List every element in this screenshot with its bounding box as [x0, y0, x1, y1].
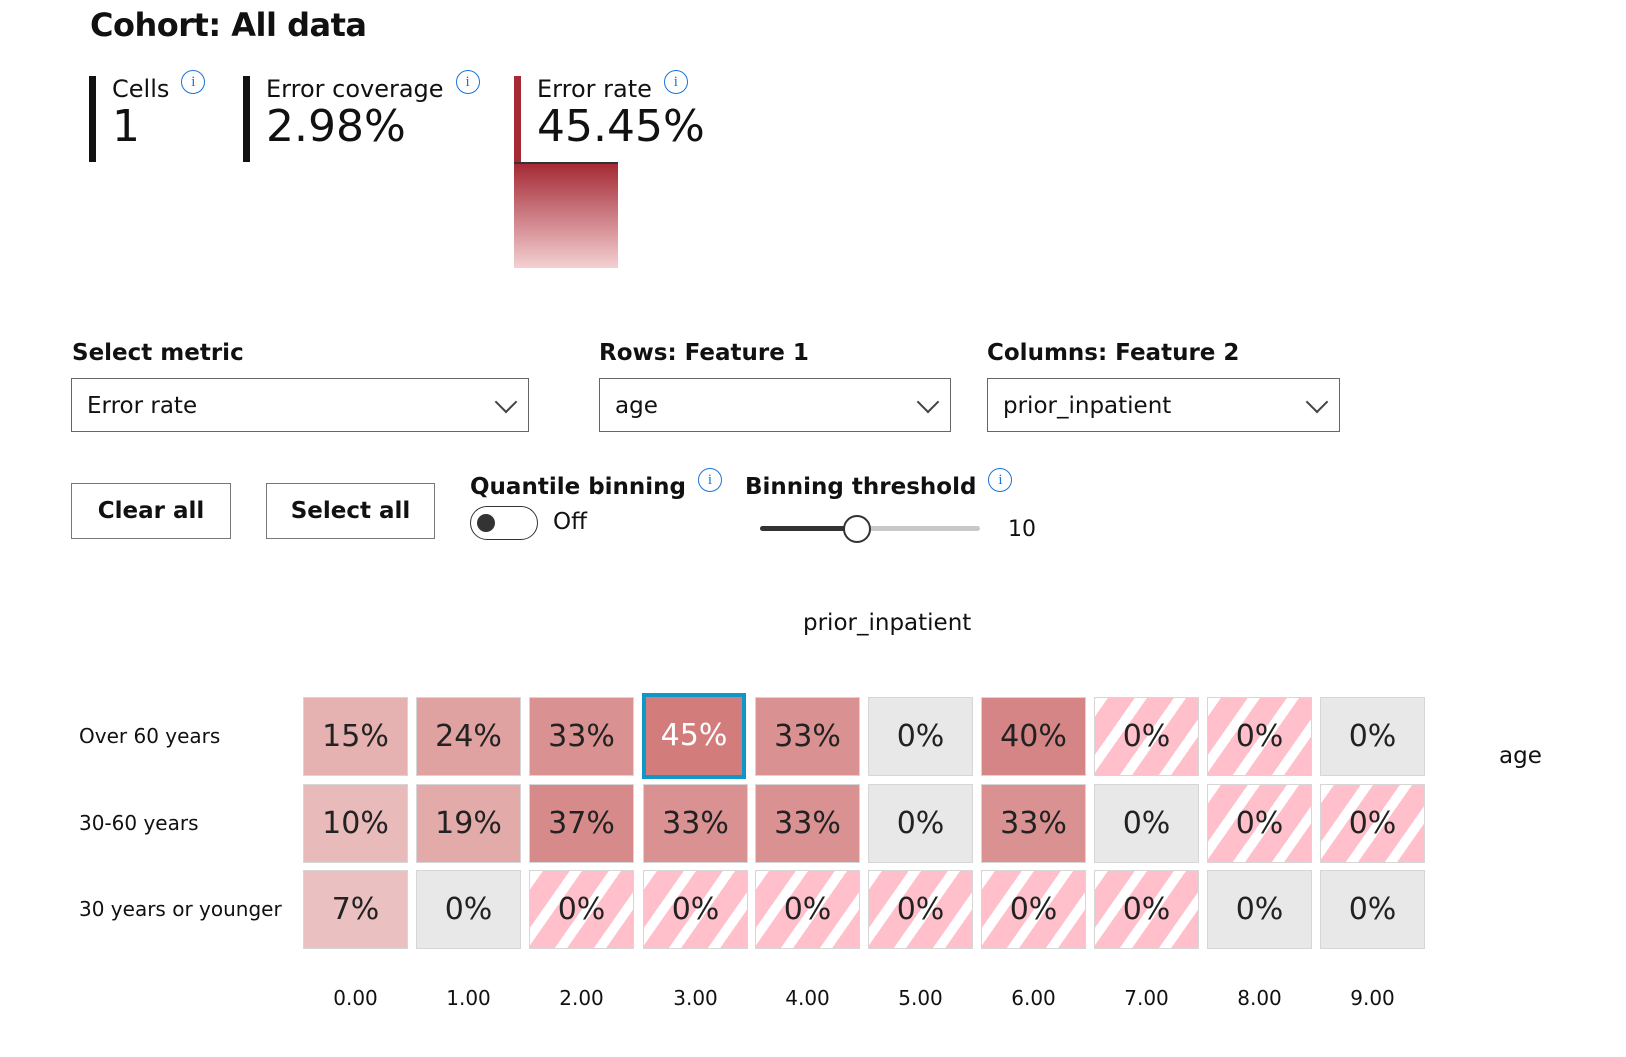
heatmap-cell[interactable]: 0% — [1094, 697, 1199, 776]
heatmap-cell[interactable]: 7% — [303, 870, 408, 949]
heatmap-cell[interactable]: 33% — [755, 784, 860, 863]
column-label: 4.00 — [785, 986, 830, 1010]
info-icon[interactable]: i — [181, 70, 206, 94]
metric-error-rate: Error rate i 45.45% — [514, 70, 705, 162]
heatmap-cell[interactable]: 0% — [1207, 870, 1312, 949]
column-label: 1.00 — [446, 986, 491, 1010]
heatmap-cell[interactable]: 40% — [981, 697, 1086, 776]
select-all-button[interactable]: Select all — [266, 483, 435, 539]
binning-threshold-value: 10 — [1008, 517, 1036, 542]
x-axis-title: prior_inpatient — [803, 610, 972, 636]
column-label: 6.00 — [1011, 986, 1056, 1010]
metric-cells: Cells i 1 — [89, 70, 206, 162]
quantile-binning-label: Quantile binning i — [470, 468, 723, 500]
binning-threshold-label: Binning threshold i — [745, 468, 1013, 500]
rows-feature-label: Rows: Feature 1 — [599, 340, 809, 366]
select-metric-label: Select metric — [72, 340, 244, 366]
heatmap-cell[interactable]: 0% — [1207, 697, 1312, 776]
heatmap-cell[interactable]: 33% — [981, 784, 1086, 863]
row-label: 30 years or younger — [79, 897, 282, 921]
row-label: 30-60 years — [79, 811, 199, 835]
heatmap-cell[interactable]: 45% — [642, 693, 746, 779]
clear-all-button[interactable]: Clear all — [71, 483, 231, 539]
rows-feature-dropdown[interactable]: age — [599, 378, 951, 432]
metric-label: Error coverage — [266, 75, 444, 103]
column-label: 5.00 — [898, 986, 943, 1010]
column-label: 3.00 — [673, 986, 718, 1010]
metric-value: 2.98% — [266, 101, 406, 152]
label-text: Binning threshold — [745, 474, 977, 500]
heatmap-cell[interactable]: 33% — [529, 697, 634, 776]
heatmap-cell[interactable]: 0% — [1320, 697, 1425, 776]
info-icon[interactable]: i — [988, 468, 1013, 492]
toggle-knob — [477, 514, 495, 532]
metric-label: Error rate — [537, 75, 652, 103]
heatmap-cell[interactable]: 37% — [529, 784, 634, 863]
heatmap-cell[interactable]: 0% — [1320, 870, 1425, 949]
heatmap-cell[interactable]: 0% — [1320, 784, 1425, 863]
column-label: 2.00 — [559, 986, 604, 1010]
heatmap-cell[interactable]: 10% — [303, 784, 408, 863]
heatmap-cell[interactable]: 15% — [303, 697, 408, 776]
metric-value: 1 — [112, 101, 140, 152]
heatmap-cell[interactable]: 0% — [868, 870, 973, 949]
dropdown-value: Error rate — [87, 393, 198, 419]
dropdown-value: age — [615, 393, 658, 419]
heatmap-cell[interactable]: 0% — [416, 870, 521, 949]
heatmap-cell[interactable]: 0% — [1207, 784, 1312, 863]
heatmap-cell[interactable]: 0% — [1094, 870, 1199, 949]
heatmap-cell[interactable]: 0% — [981, 870, 1086, 949]
heatmap-cell[interactable]: 19% — [416, 784, 521, 863]
error-rate-bar — [514, 162, 618, 268]
metric-error-coverage: Error coverage i 2.98% — [243, 70, 480, 162]
chevron-down-icon — [494, 390, 518, 414]
info-icon[interactable]: i — [663, 70, 688, 94]
metric-label: Cells — [112, 75, 170, 103]
column-label: 8.00 — [1237, 986, 1282, 1010]
heatmap-cell[interactable]: 24% — [416, 697, 521, 776]
toggle-state: Off — [553, 509, 587, 535]
dropdown-value: prior_inpatient — [1003, 393, 1172, 419]
slider-thumb[interactable] — [843, 515, 871, 543]
column-label: 7.00 — [1124, 986, 1169, 1010]
columns-feature-dropdown[interactable]: prior_inpatient — [987, 378, 1340, 432]
info-icon[interactable]: i — [698, 468, 723, 492]
heatmap-cell[interactable]: 33% — [755, 697, 860, 776]
heatmap-cell[interactable]: 33% — [643, 784, 748, 863]
heatmap-cell[interactable]: 0% — [868, 697, 973, 776]
chevron-down-icon — [1305, 390, 1329, 414]
heatmap-cell[interactable]: 0% — [868, 784, 973, 863]
heatmap-cell[interactable]: 0% — [643, 870, 748, 949]
y-axis-title: age — [1499, 743, 1542, 769]
slider-fill — [760, 526, 857, 531]
select-metric-dropdown[interactable]: Error rate — [71, 378, 529, 432]
chevron-down-icon — [916, 390, 940, 414]
metric-value: 45.45% — [537, 101, 705, 152]
label-text: Quantile binning — [470, 474, 687, 500]
columns-feature-label: Columns: Feature 2 — [987, 340, 1240, 366]
cohort-title: Cohort: All data — [90, 6, 367, 44]
column-label: 9.00 — [1350, 986, 1395, 1010]
quantile-binning-toggle[interactable] — [470, 506, 538, 540]
info-icon[interactable]: i — [455, 70, 480, 94]
column-label: 0.00 — [333, 986, 378, 1010]
heatmap-cell[interactable]: 0% — [1094, 784, 1199, 863]
row-label: Over 60 years — [79, 724, 221, 748]
heatmap-cell[interactable]: 0% — [755, 870, 860, 949]
heatmap-cell[interactable]: 0% — [529, 870, 634, 949]
